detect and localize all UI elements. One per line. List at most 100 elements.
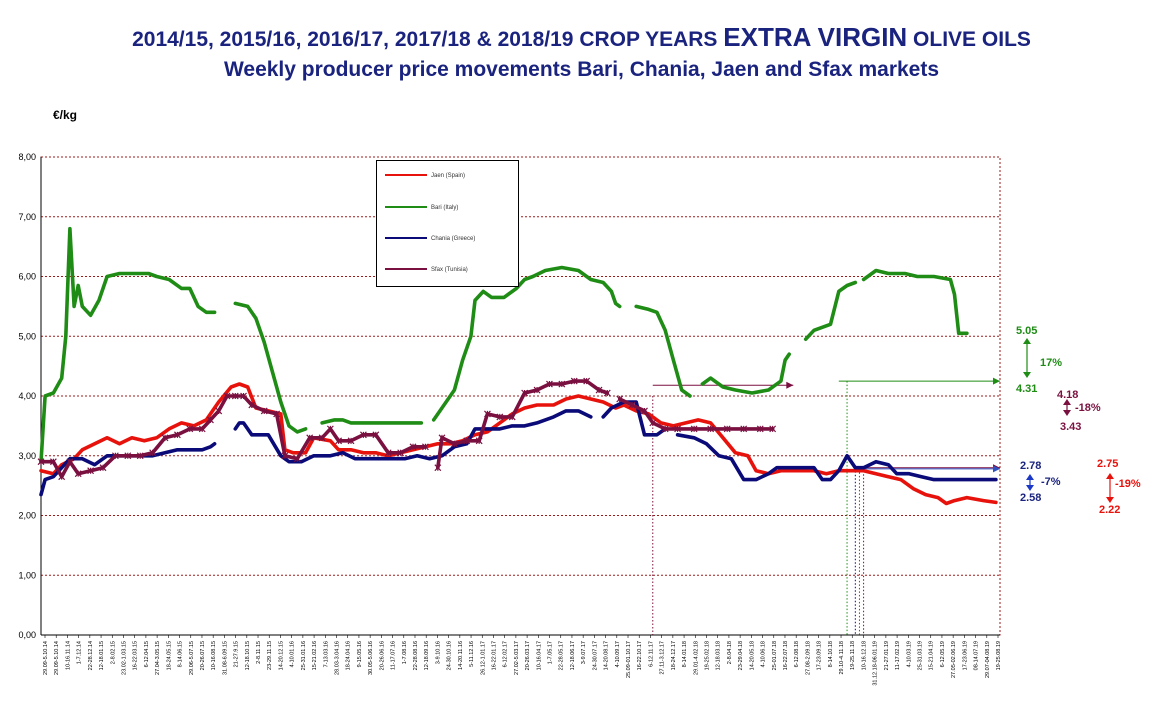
x-tick-label: 23-29.11.15 xyxy=(267,641,273,670)
legend: Jaen (Spain) Bari (Italy) Chania (Greece… xyxy=(376,160,519,287)
series-line-bari xyxy=(803,280,858,341)
x-tick-label: 3-9.10.16 xyxy=(435,641,441,664)
bari-reference-arrow-head xyxy=(993,377,1000,385)
data-point-marker xyxy=(422,443,429,451)
data-point-marker xyxy=(198,425,206,433)
x-tick-label: 2-8.04.18 xyxy=(727,641,733,664)
legend-item-sfax: Sfax (Tunisia) xyxy=(385,267,468,273)
x-tick-label: 1-7.12.14 xyxy=(77,641,83,664)
x-tick-label: 27.04-3.05.15 xyxy=(155,641,161,675)
x-tick-label: 27.05-02.06.19 xyxy=(951,641,957,678)
data-point-marker xyxy=(37,458,45,466)
bari-change-arrow-top xyxy=(1023,338,1031,344)
x-tick-label: 23.02-1.03.15 xyxy=(121,641,127,675)
series-line-bari xyxy=(431,265,622,422)
data-point-marker xyxy=(641,407,648,415)
data-point-marker xyxy=(595,386,603,394)
x-tick-label: 6-12.11.17 xyxy=(648,641,654,667)
data-point-marker xyxy=(326,425,334,433)
sfax-change: -18% xyxy=(1075,402,1101,414)
x-tick-label: 2-8.02.15 xyxy=(110,641,116,664)
jaen-change-arrow-top xyxy=(1106,473,1114,479)
jaen-change: -19% xyxy=(1115,478,1141,490)
y-tick-label: 3,00 xyxy=(18,451,36,461)
x-tick-label: 8-14.06.15 xyxy=(178,641,184,667)
x-tick-label: 27.11-3.12.17 xyxy=(660,641,666,675)
data-point-marker xyxy=(99,464,107,472)
sfax-change-arrow-bottom xyxy=(1063,410,1071,416)
data-point-marker xyxy=(409,443,417,451)
x-tick-label: 7-13.03.16 xyxy=(323,641,329,667)
y-tick-label: 4,00 xyxy=(18,391,36,401)
data-point-marker xyxy=(533,386,541,394)
x-tick-label: 12-18.06.17 xyxy=(570,641,576,670)
sfax-change-arrow-top xyxy=(1063,399,1071,405)
y-tick-label: 0,00 xyxy=(18,630,36,640)
data-point-marker xyxy=(215,407,223,415)
x-tick-label: 2-8.11.15 xyxy=(256,641,262,664)
data-point-marker xyxy=(74,470,82,478)
data-point-marker xyxy=(260,407,268,415)
x-tick-label: 25-31.03.19 xyxy=(918,641,924,670)
x-tick-label: 14-20.05.18 xyxy=(749,641,755,670)
chania-to-value: 2.58 xyxy=(1020,492,1042,504)
x-tick-label: 17-23.09.18 xyxy=(817,641,823,670)
x-tick-label: 17-23.06.19 xyxy=(962,641,968,670)
x-tick-label: 3-9.07.17 xyxy=(581,641,587,664)
x-tick-label: 19-25.02.18 xyxy=(704,641,710,670)
x-tick-label: 16-22.01.17 xyxy=(491,641,497,670)
x-tick-label: 18-24.05.15 xyxy=(166,641,172,670)
x-tick-label: 10-16.11.14 xyxy=(65,641,71,670)
series-line-sfax xyxy=(39,394,428,479)
x-tick-label: 08-14.07.19 xyxy=(974,641,980,670)
x-tick-label: 16-22.03.15 xyxy=(133,641,139,670)
x-tick-label: 22-28.12.14 xyxy=(88,641,94,670)
series-line-bari xyxy=(39,226,217,464)
data-point-marker xyxy=(397,449,405,457)
sfax-reference-arrow-head xyxy=(786,381,794,389)
data-point-marker xyxy=(223,392,231,400)
data-point-marker xyxy=(49,458,57,466)
x-tick-label: 26.12-1.01.17 xyxy=(480,641,486,675)
data-point-marker xyxy=(66,458,74,466)
y-axis-unit: €/kg xyxy=(53,108,78,122)
bari-change-arrow-bottom xyxy=(1023,372,1031,378)
jaen-from-value: 2.75 xyxy=(1097,458,1119,470)
title-part-a: 2014/15, 2015/16, 2016/17, 2017/18 & 201… xyxy=(132,28,724,51)
series-line-chania xyxy=(675,433,998,482)
x-tick-label: 27.02-5.03.17 xyxy=(514,641,520,675)
data-point-marker xyxy=(769,425,777,433)
data-point-marker xyxy=(723,425,731,433)
data-point-marker xyxy=(674,425,682,433)
x-tick-label: 14-20.11.16 xyxy=(458,641,464,670)
data-point-marker xyxy=(161,434,169,442)
data-point-marker xyxy=(231,392,239,400)
series-line-chania xyxy=(233,409,593,464)
series-line-sfax xyxy=(436,379,610,470)
x-tick-label: 23-29.04.18 xyxy=(738,641,744,670)
series-line-bari xyxy=(700,352,791,395)
bari-to-value: 5.05 xyxy=(1016,325,1038,337)
data-point-marker xyxy=(186,425,194,433)
legend-item-bari: Bari (Italy) xyxy=(385,205,458,211)
data-point-marker xyxy=(603,389,611,397)
sfax-from-value: 4.18 xyxy=(1057,389,1079,401)
legend-label-bari: Bari (Italy) xyxy=(431,205,459,211)
legend-item-jaen: Jaen (Spain) xyxy=(385,173,465,179)
x-tick-label: 12-18.01.15 xyxy=(99,641,105,670)
data-point-marker xyxy=(136,452,144,460)
x-tick-label: 12-18.03.18 xyxy=(716,641,722,670)
data-point-marker xyxy=(149,449,157,457)
x-tick-label: 30.05-5.06.16 xyxy=(368,641,374,675)
series-line-bari xyxy=(861,268,969,336)
data-point-marker xyxy=(583,377,591,385)
x-tick-label: 16-22.07.18 xyxy=(783,641,789,670)
data-point-marker xyxy=(475,437,483,445)
x-tick-label: 29.01-4.02.18 xyxy=(693,641,699,675)
data-point-marker xyxy=(740,425,748,433)
x-tick-label: 22-28.05.17 xyxy=(559,641,565,670)
x-tick-label: 6-12.05.19 xyxy=(940,641,946,667)
x-tick-label: 10-16.08.15 xyxy=(211,641,217,670)
data-point-marker xyxy=(508,413,516,421)
legend-label-sfax: Sfax (Tunisia) xyxy=(431,267,468,273)
